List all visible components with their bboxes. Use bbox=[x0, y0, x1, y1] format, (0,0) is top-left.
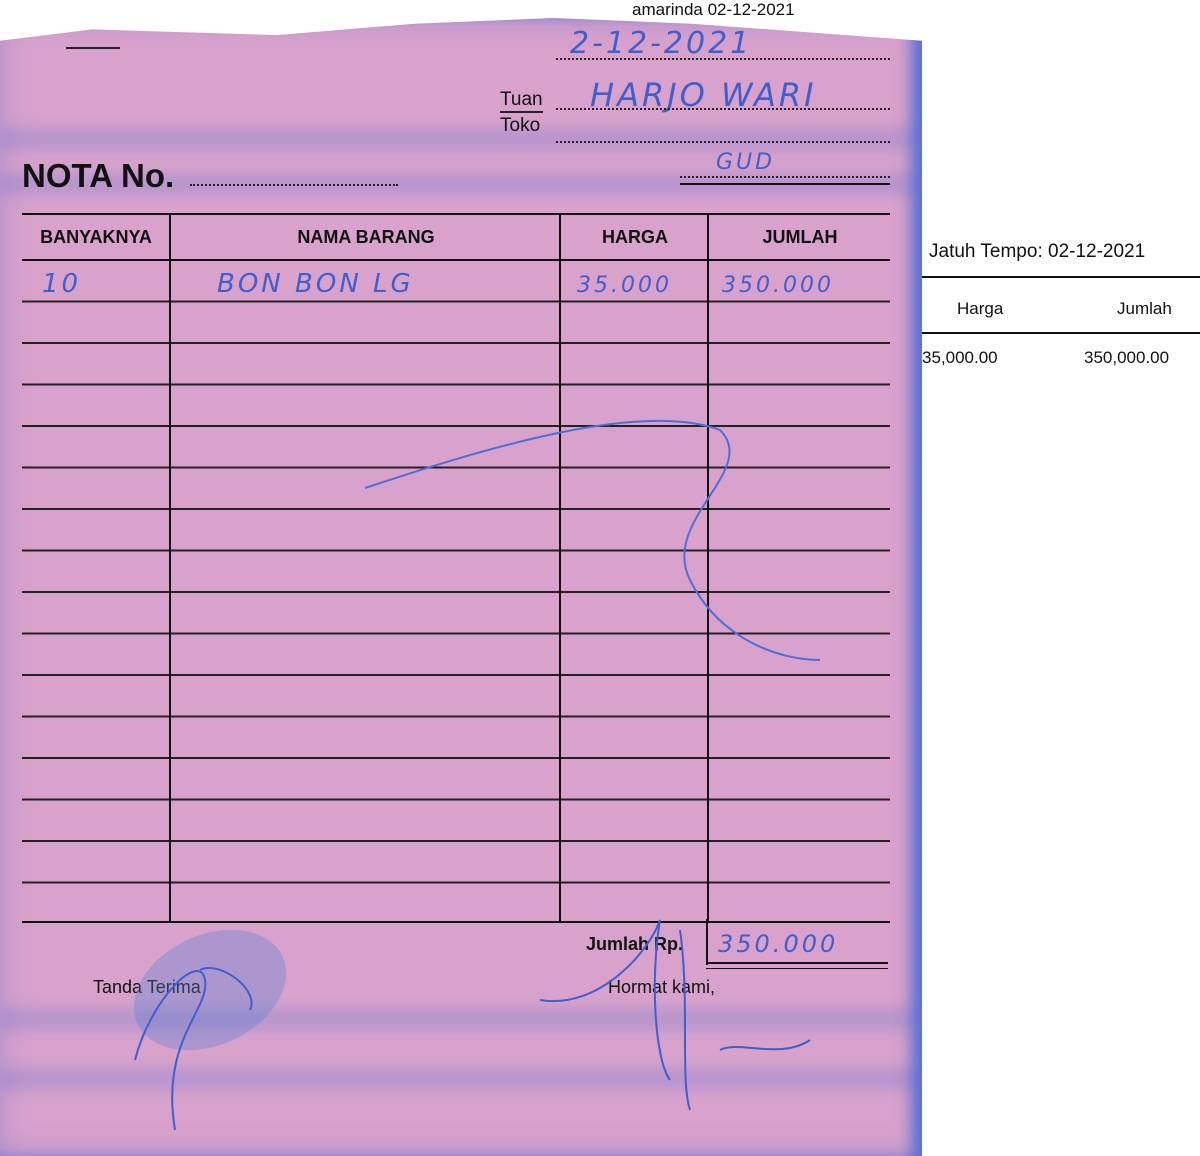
tuan-line bbox=[556, 108, 890, 110]
stamp bbox=[133, 929, 287, 1051]
toko-line bbox=[556, 141, 890, 143]
col-jumlah: JUMLAH bbox=[762, 227, 838, 247]
col-banyaknya: BANYAKNYA bbox=[40, 227, 152, 247]
date-handwritten: 2-12-2021 bbox=[570, 26, 753, 61]
tuan-handwritten: HARJO WARI bbox=[590, 76, 817, 114]
total-handwritten: 350.000 bbox=[718, 930, 839, 958]
divider bbox=[922, 276, 1200, 278]
sender-signature bbox=[539, 919, 811, 1111]
background-date: amarinda 02-12-2021 bbox=[632, 0, 795, 19]
receiver-label: Tanda Terima bbox=[93, 977, 201, 997]
nota-number-line bbox=[190, 184, 398, 186]
col-harga: HARGA bbox=[602, 227, 668, 247]
item-price: 35.000 bbox=[577, 273, 672, 298]
toko-handwritten: GUD bbox=[716, 150, 776, 175]
bg-col-jumlah: Jumlah bbox=[1117, 299, 1172, 318]
toko-label: Toko bbox=[500, 115, 541, 136]
sender-label: Hormat kami, bbox=[608, 977, 716, 997]
table-row: 10 BON BON LG 35.000 350.000 bbox=[22, 265, 890, 303]
total-label: Jumlah Rp. bbox=[586, 934, 684, 954]
nota-title: NOTA No. bbox=[22, 157, 175, 194]
items-table: BANYAKNYA NAMA BARANG HARGA JUMLAH 10 BO… bbox=[22, 213, 890, 923]
bg-jumlah-value: 350,000.00 bbox=[1084, 348, 1170, 367]
divider bbox=[922, 332, 1200, 334]
table-header: BANYAKNYA NAMA BARANG HARGA JUMLAH bbox=[22, 215, 890, 261]
col-nama-barang: NAMA BARANG bbox=[297, 227, 435, 247]
tuan-label: Tuan bbox=[500, 89, 543, 113]
total-box-line bbox=[706, 919, 708, 965]
ink-scribble bbox=[364, 419, 821, 661]
date-line bbox=[556, 58, 890, 60]
table-rows bbox=[22, 261, 890, 921]
total-underline bbox=[706, 962, 888, 969]
dash bbox=[66, 47, 120, 49]
item-amount: 350.000 bbox=[722, 273, 834, 298]
toko-line-2 bbox=[680, 176, 890, 178]
signatures bbox=[133, 419, 821, 1131]
item-name: BON BON LG bbox=[217, 269, 414, 299]
bg-harga-value: 35,000.00 bbox=[922, 348, 998, 367]
underline bbox=[680, 183, 890, 185]
receiver-signature bbox=[134, 967, 253, 1131]
bg-col-harga: Harga bbox=[957, 299, 1004, 318]
item-qty: 10 bbox=[42, 269, 82, 299]
due-date: Jatuh Tempo: 02-12-2021 bbox=[929, 241, 1146, 262]
